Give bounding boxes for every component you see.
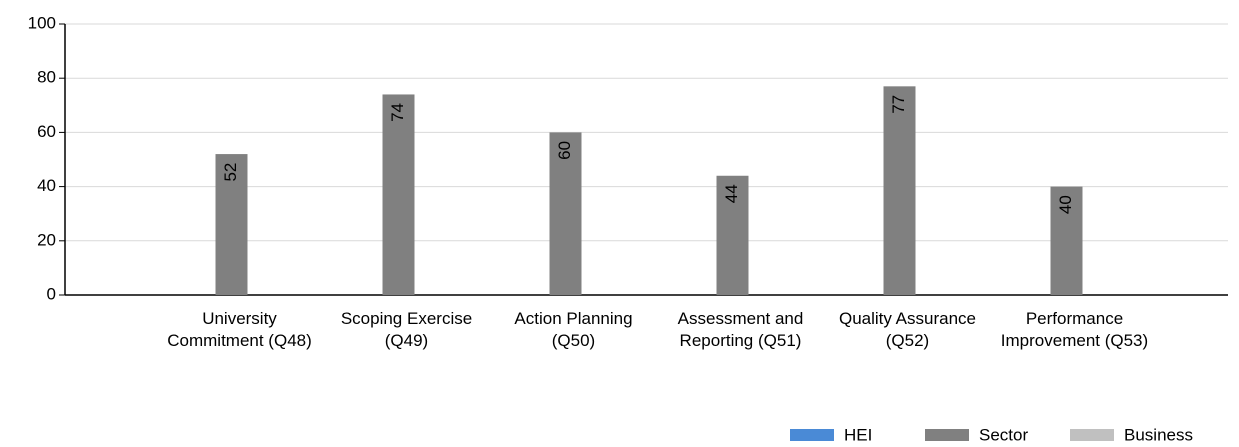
x-tick-label: Scoping Exercise (Q49) — [340, 309, 473, 350]
bar — [382, 94, 415, 296]
bar — [549, 132, 582, 295]
data-label: 40 — [1056, 195, 1075, 214]
x-tick-label: University Commitment (Q48) — [167, 309, 312, 350]
legend-label: Sector — [979, 425, 1028, 444]
x-tick-label: Performance Improvement (Q53) — [1000, 309, 1149, 350]
legend-swatch — [1070, 429, 1114, 441]
x-tick-label: Action Planning (Q50) — [514, 309, 633, 350]
data-label: 60 — [555, 141, 574, 160]
y-tick-label: 100 — [28, 13, 56, 32]
legend-label: Business — [1124, 425, 1193, 444]
bar — [716, 175, 749, 295]
bar — [1050, 186, 1083, 295]
data-label: 52 — [221, 163, 240, 182]
legend-swatch — [790, 429, 834, 441]
data-label: 44 — [722, 184, 741, 203]
legend-label: HEI — [844, 425, 872, 444]
y-tick-label: 20 — [37, 230, 56, 249]
y-tick-label: 0 — [47, 284, 56, 303]
data-label: 74 — [388, 103, 407, 122]
bar — [215, 154, 248, 295]
x-tick-label: Assessment and Reporting (Q51) — [677, 309, 804, 350]
data-label: 77 — [889, 95, 908, 114]
legend-swatch — [925, 429, 969, 441]
y-tick-label: 60 — [37, 122, 56, 141]
x-tick-label: Quality Assurance (Q52) — [838, 309, 976, 350]
y-tick-label: 80 — [37, 68, 56, 87]
y-tick-label: 40 — [37, 176, 56, 195]
bar — [883, 86, 916, 295]
